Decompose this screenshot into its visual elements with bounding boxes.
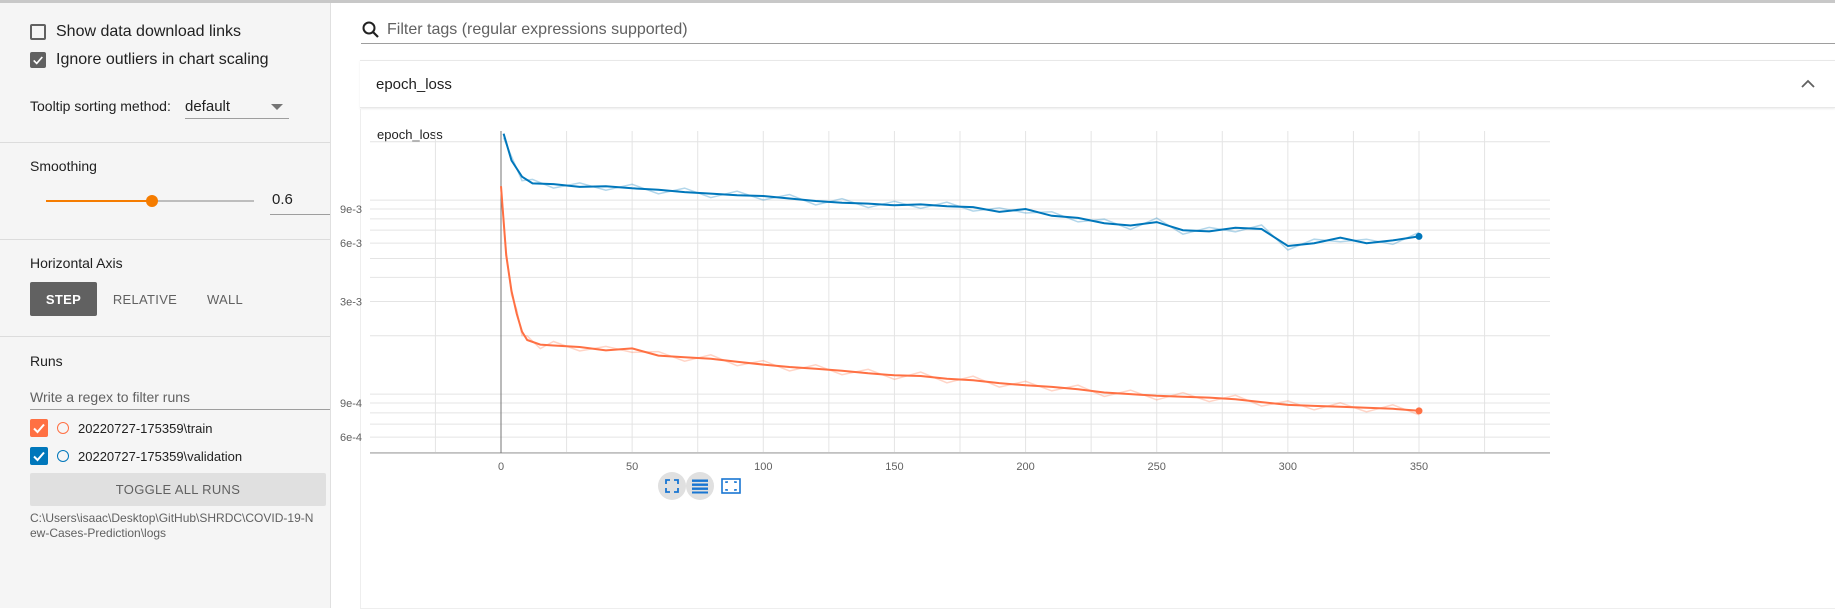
- ignore-outliers-toggle[interactable]: Ignore outliers in chart scaling: [30, 51, 269, 69]
- run-validation-checkbox[interactable]: [30, 447, 48, 465]
- list-lines-icon: [692, 479, 708, 494]
- validation-raw-line: [502, 137, 1420, 251]
- search-icon: [362, 21, 379, 38]
- toggle-log-scale-button[interactable]: [686, 472, 714, 500]
- check-icon: [33, 423, 45, 434]
- card-header-epoch-loss[interactable]: epoch_loss: [360, 60, 1835, 108]
- smoothing-slider[interactable]: [46, 195, 254, 207]
- train-end-point: [1415, 407, 1423, 415]
- runs-filter-input[interactable]: Write a regex to filter runs: [30, 385, 330, 410]
- fullscreen-button[interactable]: [658, 472, 686, 500]
- ignore-outliers-checkbox[interactable]: [30, 52, 46, 68]
- run-train-label: 20220727-175359\train: [78, 420, 213, 436]
- y-tick-label: 9e-4: [340, 398, 362, 410]
- dropdown-arrow-icon: [271, 104, 283, 110]
- x-tick-label: 150: [885, 461, 903, 473]
- x-tick-label: 100: [754, 461, 772, 473]
- smoothing-value-input[interactable]: 0.6: [270, 191, 330, 215]
- card-title: epoch_loss: [376, 75, 452, 93]
- axis-wall-button[interactable]: WALL: [206, 291, 244, 307]
- y-tick-label: 6e-3: [340, 238, 362, 250]
- x-tick-label: 350: [1410, 461, 1428, 473]
- x-tick-label: 0: [498, 461, 504, 473]
- run-validation-color-icon[interactable]: [57, 450, 69, 462]
- divider: [0, 336, 330, 337]
- chart-title: epoch_loss: [377, 127, 443, 142]
- tooltip-sorting-value: default: [185, 97, 231, 115]
- log-directory-path: C:\Users\isaac\Desktop\GitHub\SHRDC\COVI…: [30, 511, 314, 540]
- fullscreen-icon: [665, 479, 679, 493]
- show-download-links-checkbox[interactable]: [30, 24, 46, 40]
- axis-relative-button[interactable]: RELATIVE: [112, 291, 178, 307]
- tag-filter-input[interactable]: Filter tags (regular expressions support…: [361, 17, 1835, 44]
- y-tick-label: 6e-4: [340, 432, 362, 444]
- horizontal-axis-label: Horizontal Axis: [30, 255, 123, 271]
- top-border: [0, 0, 1835, 3]
- show-download-links-label: Show data download links: [56, 23, 242, 40]
- loss-chart[interactable]: 0 50 100 150 200 250 300 350 6e-4 9e-4 3e-3 6e-3 9e-…: [331, 3, 1835, 608]
- y-tick-label: 9e-3: [340, 204, 362, 216]
- smoothing-slider-fill: [46, 200, 153, 202]
- run-train-checkbox[interactable]: [30, 419, 48, 437]
- fit-to-data-icon: [721, 478, 741, 494]
- runs-filter-placeholder: Write a regex to filter runs: [30, 389, 191, 405]
- axis-step-button[interactable]: STEP: [30, 282, 97, 316]
- tooltip-sorting-label: Tooltip sorting method:: [30, 98, 171, 114]
- runs-label: Runs: [30, 353, 63, 369]
- chevron-up-icon[interactable]: [1801, 79, 1815, 89]
- run-item-validation[interactable]: 20220727-175359\validation: [30, 447, 242, 465]
- train-raw-line: [500, 190, 1420, 416]
- check-icon: [33, 56, 43, 65]
- smoothing-slider-thumb[interactable]: [146, 195, 159, 207]
- train-series-line: [500, 186, 1420, 412]
- smoothing-label: Smoothing: [30, 158, 97, 174]
- tooltip-sorting-select[interactable]: default: [185, 94, 289, 119]
- tag-filter-placeholder: Filter tags (regular expressions support…: [387, 21, 688, 38]
- show-download-links-toggle[interactable]: Show data download links: [30, 23, 241, 41]
- divider: [0, 142, 330, 143]
- x-tick-label: 250: [1148, 461, 1166, 473]
- fit-domain-button[interactable]: [717, 472, 745, 500]
- y-tick-label: 3e-3: [340, 297, 362, 309]
- run-validation-label: 20220727-175359\validation: [78, 448, 243, 464]
- x-tick-label: 200: [1016, 461, 1034, 473]
- toggle-all-runs-button[interactable]: TOGGLE ALL RUNS: [30, 473, 326, 506]
- validation-series-line: [502, 133, 1420, 248]
- x-tick-label: 50: [626, 461, 638, 473]
- sidebar: Show data download links Ignore outliers…: [0, 3, 331, 608]
- run-item-train[interactable]: 20220727-175359\train: [30, 419, 212, 437]
- main-panel: Filter tags (regular expressions support…: [331, 3, 1835, 609]
- x-tick-label: 300: [1279, 461, 1297, 473]
- validation-end-point: [1415, 232, 1423, 240]
- divider: [0, 239, 330, 240]
- ignore-outliers-label: Ignore outliers in chart scaling: [56, 51, 269, 68]
- run-train-color-icon[interactable]: [57, 422, 69, 434]
- check-icon: [33, 451, 45, 462]
